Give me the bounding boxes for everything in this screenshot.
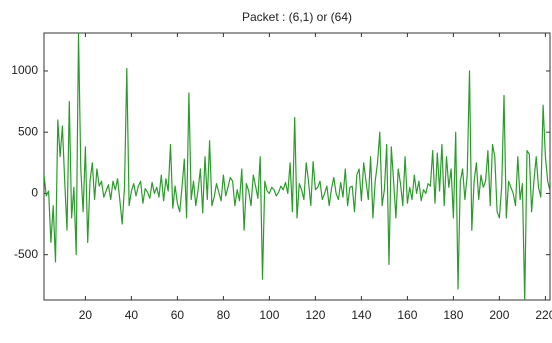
x-tick-label: 60: [171, 308, 185, 322]
data-line: [44, 33, 550, 300]
x-tick-label: 120: [305, 308, 325, 322]
y-tick-label: 1000: [11, 63, 38, 77]
y-tick-label: 500: [18, 124, 38, 138]
x-tick-label: 100: [259, 308, 279, 322]
y-tick-label: 0: [31, 186, 38, 200]
chart-title: Packet : (6,1) or (64): [242, 10, 352, 24]
x-tick-label: 220: [535, 308, 552, 322]
x-tick-label: 160: [397, 308, 417, 322]
x-tick-label: 20: [79, 308, 93, 322]
x-tick-label: 40: [125, 308, 139, 322]
y-tick-label: -500: [14, 247, 38, 261]
x-tick-label: 140: [351, 308, 371, 322]
plot-frame: [43, 32, 551, 301]
x-tick-label: 200: [489, 308, 509, 322]
x-tick-label: 80: [217, 308, 231, 322]
x-tick-label: 180: [443, 308, 463, 322]
